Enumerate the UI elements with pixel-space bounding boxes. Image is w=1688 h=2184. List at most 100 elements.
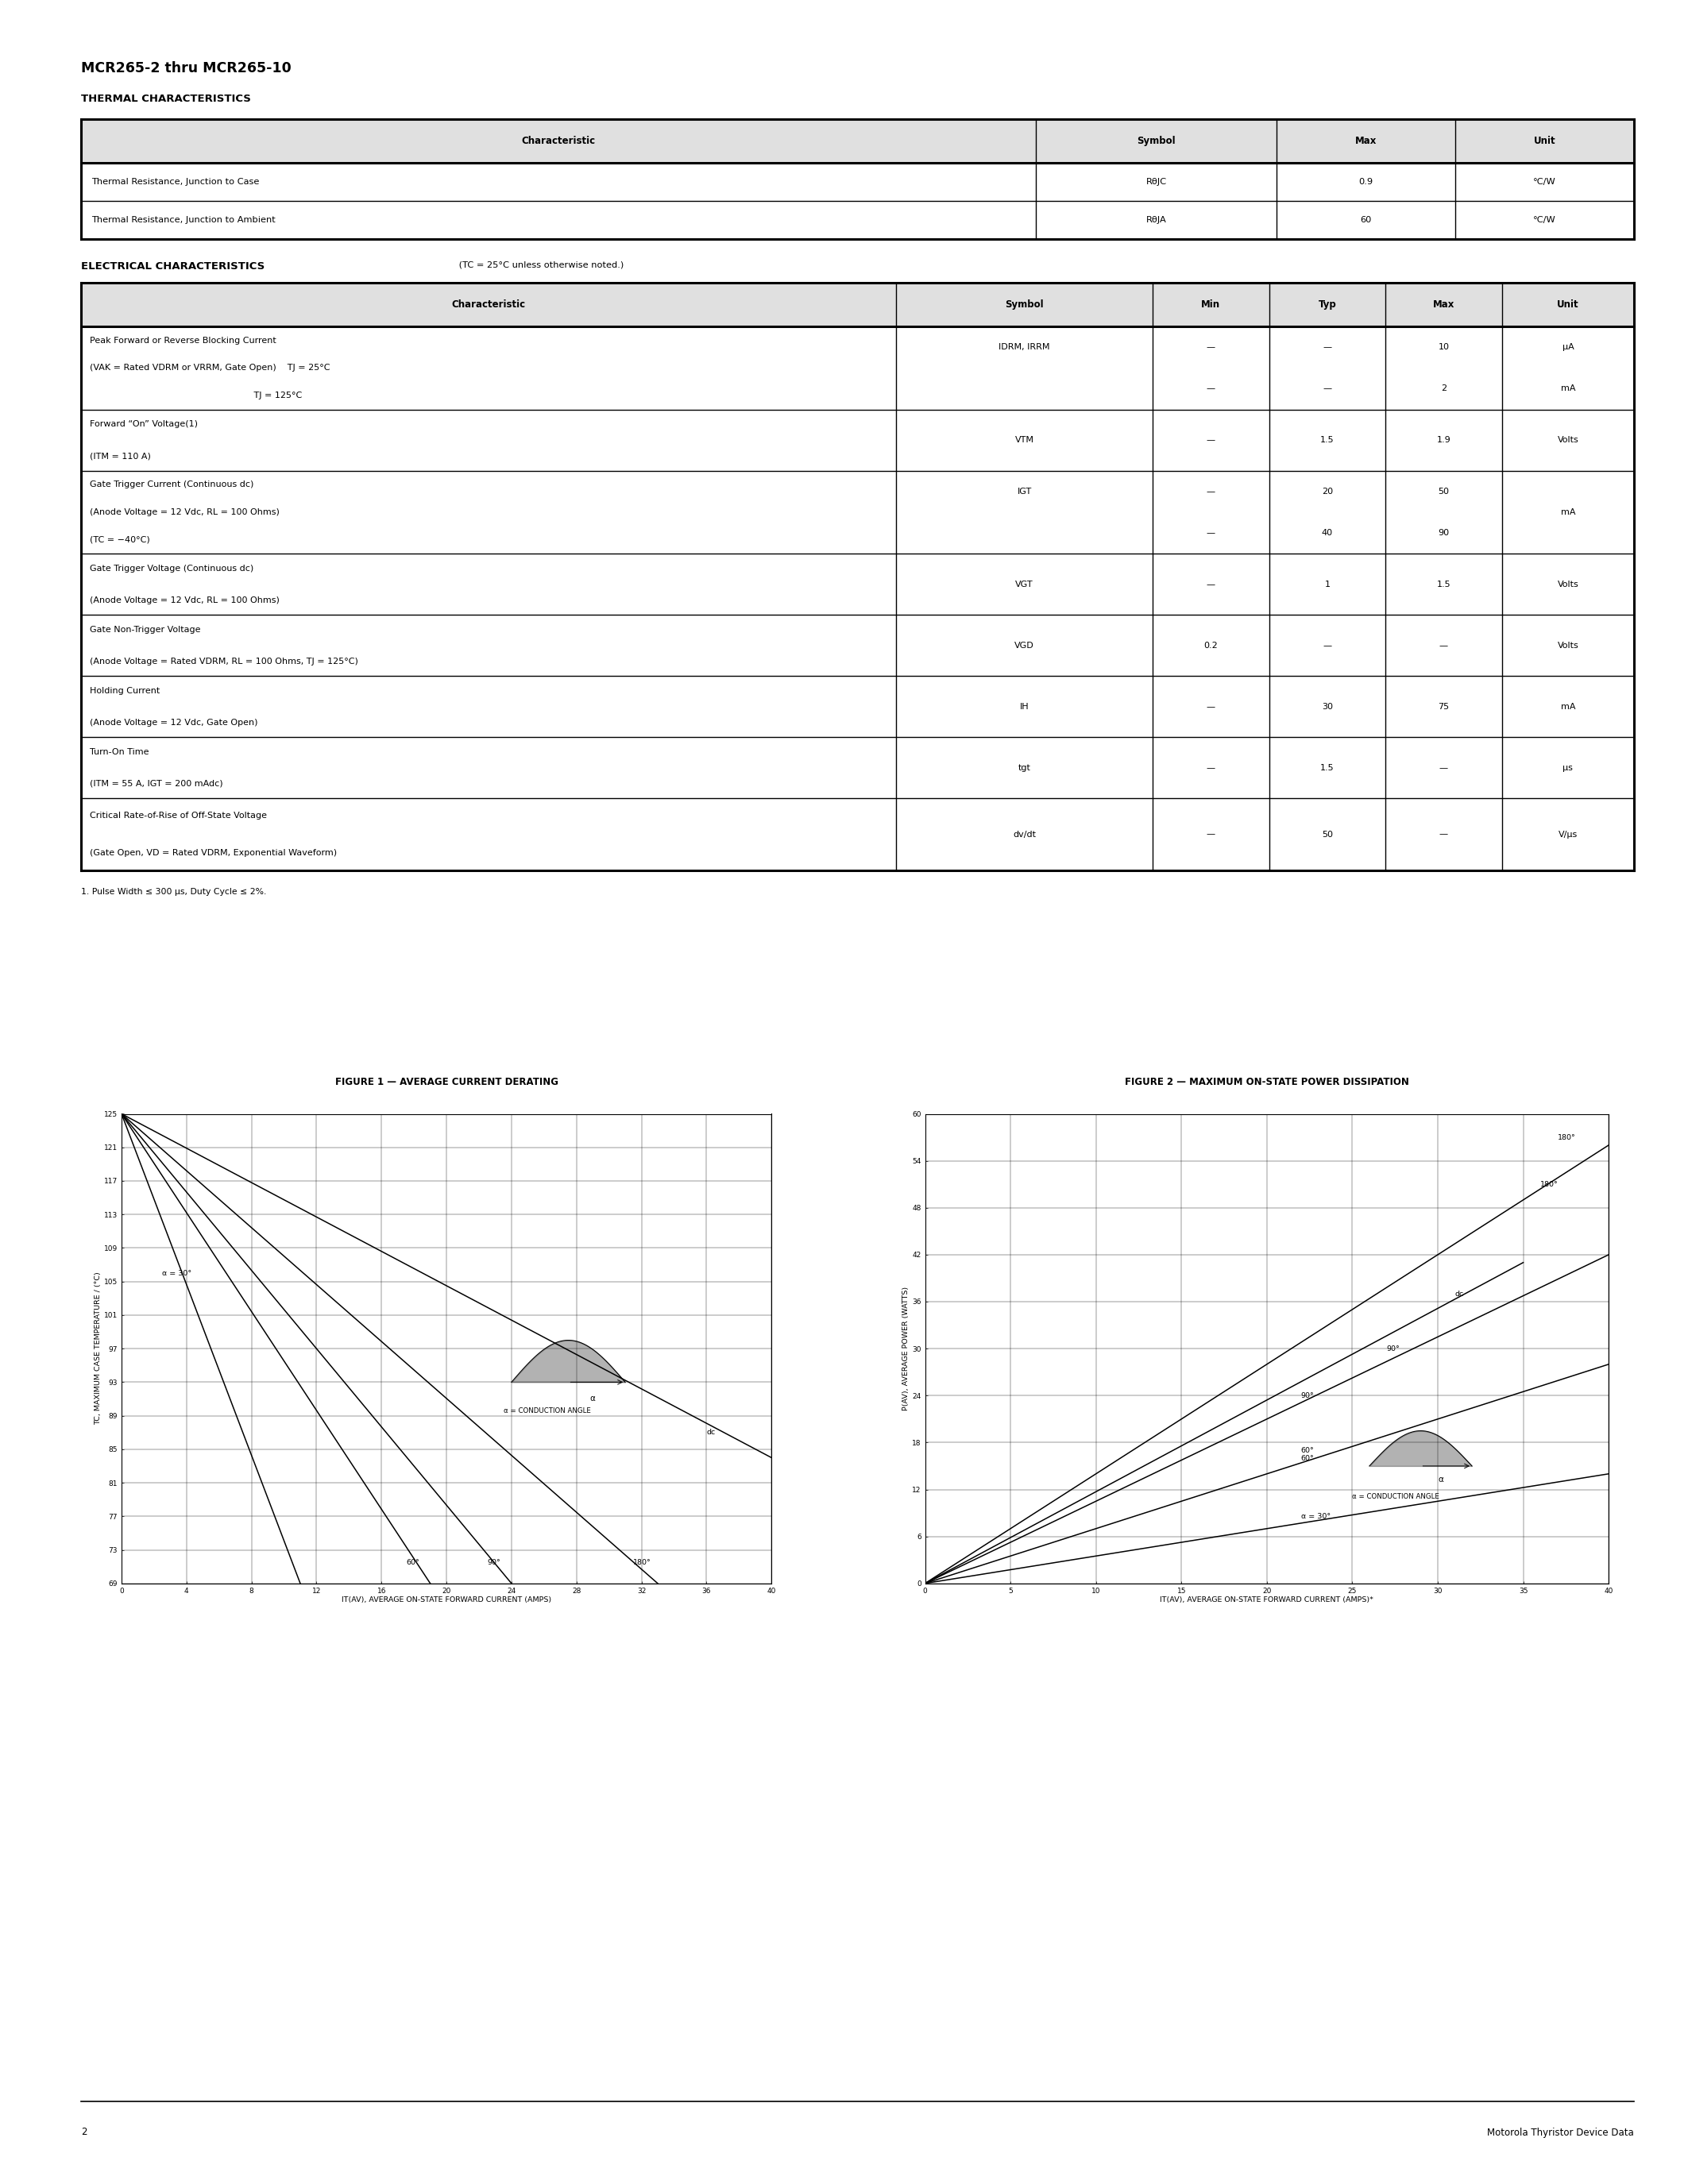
Text: °C/W: °C/W: [1533, 177, 1556, 186]
Text: (TC = 25°C unless otherwise noted.): (TC = 25°C unless otherwise noted.): [456, 262, 623, 269]
Text: VTM: VTM: [1014, 437, 1035, 443]
Text: Symbol: Symbol: [1138, 135, 1177, 146]
Text: RθJC: RθJC: [1146, 177, 1166, 186]
Text: Unit: Unit: [1556, 299, 1578, 310]
Y-axis label: TC, MAXIMUM CASE TEMPERATURE / (°C): TC, MAXIMUM CASE TEMPERATURE / (°C): [95, 1271, 101, 1426]
Bar: [81, 120, 1634, 164]
Text: 60°: 60°: [1301, 1446, 1315, 1455]
Text: Gate Trigger Current (Continuous dc): Gate Trigger Current (Continuous dc): [89, 480, 253, 489]
Text: Unit: Unit: [1534, 135, 1556, 146]
Text: Forward “On” Voltage(1): Forward “On” Voltage(1): [89, 419, 197, 428]
Text: 180°: 180°: [1558, 1133, 1575, 1140]
Text: Thermal Resistance, Junction to Case: Thermal Resistance, Junction to Case: [91, 177, 258, 186]
Text: dc: dc: [707, 1428, 716, 1437]
X-axis label: IT(AV), AVERAGE ON-STATE FORWARD CURRENT (AMPS)*: IT(AV), AVERAGE ON-STATE FORWARD CURRENT…: [1160, 1597, 1374, 1603]
Text: —: —: [1440, 764, 1448, 771]
Text: 90°: 90°: [1301, 1391, 1315, 1400]
Text: Critical Rate-of-Rise of Off-State Voltage: Critical Rate-of-Rise of Off-State Volta…: [89, 812, 267, 819]
Text: α = 30°: α = 30°: [1301, 1514, 1330, 1520]
Text: 0.9: 0.9: [1359, 177, 1374, 186]
Text: Volts: Volts: [1558, 642, 1578, 649]
Text: RθJA: RθJA: [1146, 216, 1166, 225]
Text: (TC = −40°C): (TC = −40°C): [89, 535, 150, 544]
Text: VGT: VGT: [1016, 581, 1033, 587]
Text: Characteristic: Characteristic: [452, 299, 525, 310]
Text: (Anode Voltage = 12 Vdc, RL = 100 Ohms): (Anode Voltage = 12 Vdc, RL = 100 Ohms): [89, 596, 279, 605]
Text: 10: 10: [1438, 343, 1450, 352]
Text: Motorola Thyristor Device Data: Motorola Thyristor Device Data: [1487, 2127, 1634, 2138]
Text: Gate Non-Trigger Voltage: Gate Non-Trigger Voltage: [89, 625, 201, 633]
Text: (Anode Voltage = 12 Vdc, Gate Open): (Anode Voltage = 12 Vdc, Gate Open): [89, 719, 258, 727]
Text: dc: dc: [1455, 1291, 1463, 1297]
Text: mA: mA: [1561, 384, 1575, 393]
Bar: [81, 284, 1634, 328]
Text: 60: 60: [1361, 216, 1372, 225]
Text: 50: 50: [1322, 830, 1334, 839]
Text: 2: 2: [81, 2127, 88, 2138]
Text: Turn-On Time: Turn-On Time: [89, 747, 149, 756]
Text: 2: 2: [1442, 384, 1447, 393]
Text: 20: 20: [1322, 487, 1334, 496]
Text: μs: μs: [1563, 764, 1573, 771]
Text: 180°: 180°: [1541, 1182, 1558, 1188]
Text: MCR265-2 thru MCR265-10: MCR265-2 thru MCR265-10: [81, 61, 292, 76]
Text: 180°: 180°: [633, 1559, 652, 1566]
Text: Typ: Typ: [1318, 299, 1337, 310]
Text: 1.5: 1.5: [1436, 581, 1450, 587]
Text: 1.5: 1.5: [1320, 764, 1334, 771]
Text: tgt: tgt: [1018, 764, 1031, 771]
Text: —: —: [1207, 437, 1215, 443]
Text: 0.2: 0.2: [1204, 642, 1217, 649]
Text: FIGURE 1 — AVERAGE CURRENT DERATING: FIGURE 1 — AVERAGE CURRENT DERATING: [334, 1077, 559, 1088]
Text: α = CONDUCTION ANGLE: α = CONDUCTION ANGLE: [1352, 1494, 1440, 1500]
Text: mA: mA: [1561, 509, 1575, 515]
Text: TJ = 125°C: TJ = 125°C: [89, 391, 302, 400]
Text: —: —: [1323, 642, 1332, 649]
Text: V/μs: V/μs: [1558, 830, 1578, 839]
Text: FIGURE 2 — MAXIMUM ON-STATE POWER DISSIPATION: FIGURE 2 — MAXIMUM ON-STATE POWER DISSIP…: [1124, 1077, 1409, 1088]
Text: —: —: [1207, 343, 1215, 352]
Text: —: —: [1440, 642, 1448, 649]
Text: Max: Max: [1355, 135, 1377, 146]
Text: —: —: [1207, 384, 1215, 393]
Text: α = 30°: α = 30°: [162, 1269, 192, 1278]
Text: 1.9: 1.9: [1436, 437, 1450, 443]
Text: —: —: [1440, 830, 1448, 839]
Text: VGD: VGD: [1014, 642, 1035, 649]
Text: dv/dt: dv/dt: [1013, 830, 1036, 839]
Text: —: —: [1207, 529, 1215, 537]
Text: THERMAL CHARACTERISTICS: THERMAL CHARACTERISTICS: [81, 94, 252, 105]
Text: α: α: [1438, 1476, 1443, 1483]
Text: —: —: [1207, 703, 1215, 710]
Text: —: —: [1207, 764, 1215, 771]
Text: —: —: [1207, 487, 1215, 496]
Text: —: —: [1323, 384, 1332, 393]
Text: 75: 75: [1438, 703, 1450, 710]
Text: Volts: Volts: [1558, 437, 1578, 443]
Text: —: —: [1207, 830, 1215, 839]
Text: 1: 1: [1325, 581, 1330, 587]
Text: IH: IH: [1020, 703, 1030, 710]
Text: 1.5: 1.5: [1320, 437, 1334, 443]
Text: 90: 90: [1438, 529, 1450, 537]
Text: Characteristic: Characteristic: [522, 135, 596, 146]
Text: —: —: [1323, 343, 1332, 352]
Text: Symbol: Symbol: [1004, 299, 1043, 310]
Text: IDRM, IRRM: IDRM, IRRM: [999, 343, 1050, 352]
Text: 50: 50: [1438, 487, 1450, 496]
Text: α = CONDUCTION ANGLE: α = CONDUCTION ANGLE: [503, 1406, 591, 1415]
Text: μA: μA: [1561, 343, 1573, 352]
Text: (Anode Voltage = Rated VDRM, RL = 100 Ohms, TJ = 125°C): (Anode Voltage = Rated VDRM, RL = 100 Oh…: [89, 657, 358, 666]
Text: 60°: 60°: [405, 1559, 419, 1566]
X-axis label: IT(AV), AVERAGE ON-STATE FORWARD CURRENT (AMPS): IT(AV), AVERAGE ON-STATE FORWARD CURRENT…: [341, 1597, 552, 1603]
Text: (Gate Open, VD = Rated VDRM, Exponential Waveform): (Gate Open, VD = Rated VDRM, Exponential…: [89, 850, 336, 856]
Text: °C/W: °C/W: [1533, 216, 1556, 225]
Text: (ITM = 110 A): (ITM = 110 A): [89, 452, 150, 461]
Text: (VAK = Rated VDRM or VRRM, Gate Open)    TJ = 25°C: (VAK = Rated VDRM or VRRM, Gate Open) TJ…: [89, 365, 329, 371]
Text: IGT: IGT: [1018, 487, 1031, 496]
Text: Volts: Volts: [1558, 581, 1578, 587]
Text: (Anode Voltage = 12 Vdc, RL = 100 Ohms): (Anode Voltage = 12 Vdc, RL = 100 Ohms): [89, 509, 279, 515]
Text: 90°: 90°: [1386, 1345, 1399, 1352]
Text: mA: mA: [1561, 703, 1575, 710]
Text: Peak Forward or Reverse Blocking Current: Peak Forward or Reverse Blocking Current: [89, 336, 275, 345]
